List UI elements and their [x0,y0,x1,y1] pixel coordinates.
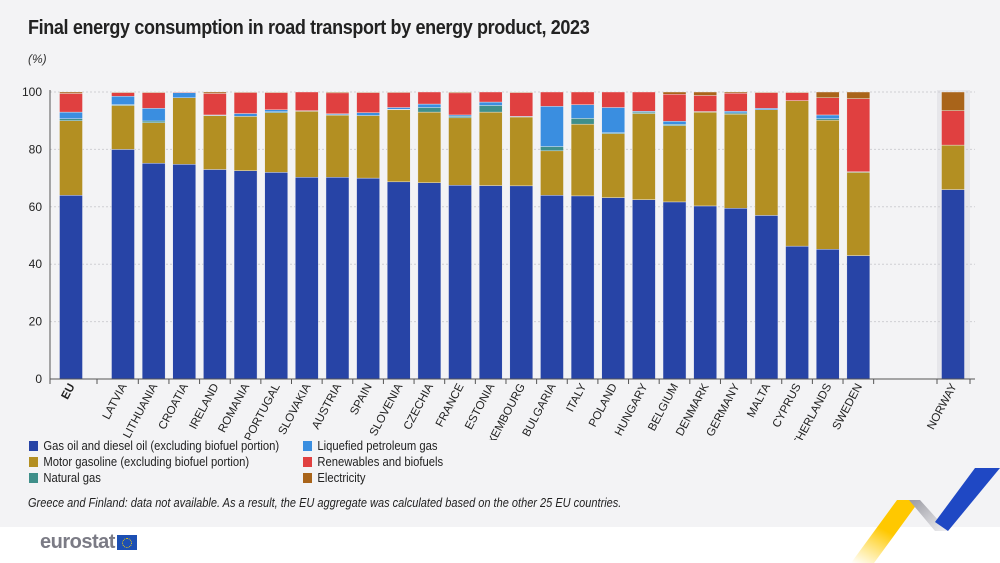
legend-item-renewables: Renewables and biofuels [303,455,443,469]
bar-segment-renewables [478,91,503,103]
bar-segment-electricity [693,91,717,96]
footnote: Greece and Finland: data not available. … [28,496,622,510]
legend-label: Liquefied petroleum gas [317,439,438,453]
bar-segment-electricity [816,91,840,98]
legend-swatch [29,441,38,451]
y-tick-label: 100 [22,85,42,99]
bar-segment-electricity [264,91,288,93]
unit-label: (%) [28,52,47,66]
legend-swatch [303,441,312,451]
bar-segment-electricity [111,91,135,93]
logo-text: eurostat [40,531,115,553]
bar-segment-electricity [846,91,871,99]
bar-segment-electricity [448,91,472,94]
chart-title: Final energy consumption in road transpo… [28,17,590,39]
bar-segment-renewables [601,91,625,108]
legend-item-lpg: Liquefied petroleum gas [303,439,437,453]
bar-segment-renewables [632,91,656,112]
bar-segment-electricity [509,91,534,93]
legend-swatch [29,457,38,467]
bar-segment-renewables [417,91,442,105]
legend-item-natural_gas: Natural gas [29,471,101,485]
bar-segment-electricity [754,91,779,93]
bar-segment-electricity [325,91,350,94]
bar-segment-electricity [233,91,258,93]
y-tick-label: 60 [29,200,43,214]
bar-segment-electricity [662,91,687,95]
bar-segment-renewables [295,91,319,111]
legend-item-electricity: Electricity [303,471,366,485]
legend-swatch [29,473,38,483]
legend-label: Gas oil and diesel oil (excluding biofue… [43,439,280,453]
bar-segment-renewables [570,91,595,105]
eurostat-logo: eurostat [40,531,137,554]
legend-item-gasoline: Motor gasoline (excluding biofuel portio… [29,455,249,469]
legend-item-diesel: Gas oil and diesel oil (excluding biofue… [29,439,279,453]
legend-label: Renewables and biofuels [317,455,444,469]
y-tick-label: 20 [29,315,43,329]
legend-label: Motor gasoline (excluding biofuel portio… [43,455,250,469]
legend-label: Natural gas [43,471,101,485]
bar-segment-electricity [203,91,227,94]
bar-segment-electricity [785,91,809,93]
legend-label: Electricity [317,471,366,485]
bar-segment-electricity [724,91,748,94]
eu-flag-icon [116,535,137,550]
bar-segment-electricity [141,91,166,93]
bar-segment-electricity [356,91,380,93]
bar-segment-electricity [59,91,83,94]
legend-swatch [303,457,312,467]
bar-segment-electricity [387,91,411,93]
y-tick-label: 0 [35,372,42,386]
legend-swatch [303,473,312,483]
y-tick-label: 40 [29,257,43,271]
bar-segment-electricity [941,91,965,111]
bar-segment-renewables [172,91,196,93]
y-tick-label: 80 [29,142,43,156]
bar-segment-renewables [540,91,564,107]
